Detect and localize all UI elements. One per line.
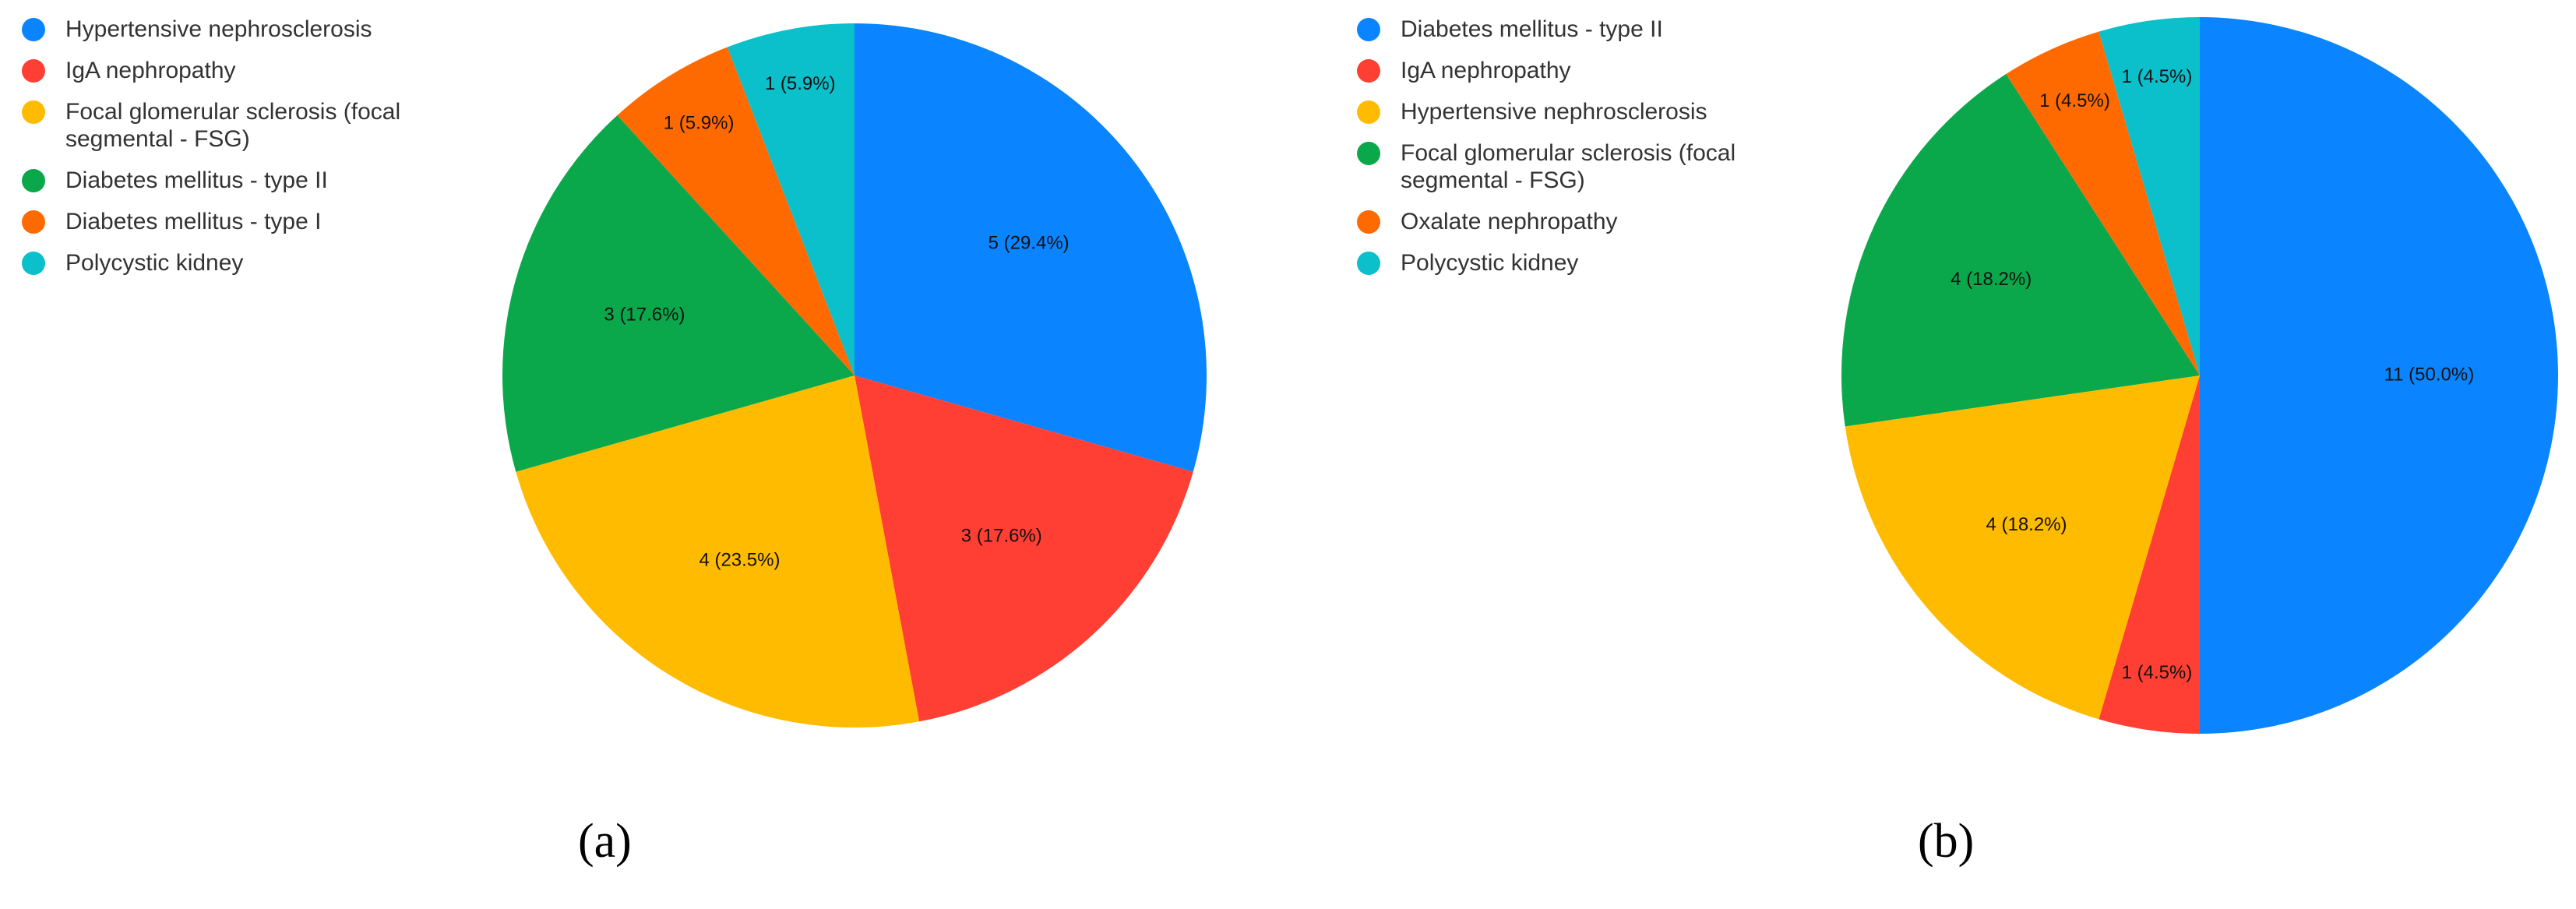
slice-data-label: 1 (5.9%) xyxy=(664,113,735,134)
slice-data-label: 11 (50.0%) xyxy=(2384,364,2475,385)
legend-item-polycystic-kidney: Polycystic kidney xyxy=(1357,249,1793,277)
chart-panel-b: Diabetes mellitus - type II IgA nephropat… xyxy=(1277,0,2576,909)
pie-slice-hypertensive-nephrosclerosis-b xyxy=(1845,375,2200,720)
legend-label: Hypertensive nephrosclerosis xyxy=(65,16,372,42)
legend-swatch xyxy=(1357,18,1380,41)
legend-item-diabetes-mellitus-type-ii: Diabetes mellitus - type II xyxy=(1357,16,1793,43)
pie-slice-diabetes-mellitus-type-i-a xyxy=(617,47,855,375)
pie-chart-a: 5 (29.4%) 3 (17.6%) 4 (23.5%) 3 (17.6%) 1 (5… xyxy=(502,23,1207,728)
legend-swatch xyxy=(22,59,45,83)
legend-label: Polycystic kidney xyxy=(65,250,244,276)
legend-item-iga-nephropathy: IgA nephropathy xyxy=(1357,57,1793,84)
pie-slice-iga-nephropathy-b xyxy=(2099,375,2200,734)
legend-label: Hypertensive nephrosclerosis xyxy=(1401,99,1707,125)
legend-item-iga-nephropathy: IgA nephropathy xyxy=(22,57,458,84)
legend-item-oxalate-nephropathy: Oxalate nephropathy xyxy=(1357,208,1793,235)
legend-swatch xyxy=(22,18,45,41)
pie-slice-focal-glomerular-sclerosis-focal-segmental-fsg-a xyxy=(516,375,920,728)
caption-b: (b) xyxy=(1918,815,1975,868)
legend-a: Hypertensive nephrosclerosis IgA nephropa… xyxy=(22,16,458,291)
pie-slice-diabetes-mellitus-type-ii-b xyxy=(2200,17,2558,734)
legend-swatch xyxy=(22,100,45,124)
legend-item-hypertensive-nephrosclerosis: Hypertensive nephrosclerosis xyxy=(1357,98,1793,125)
slice-data-label: 1 (4.5%) xyxy=(2122,662,2193,683)
pie-slice-oxalate-nephropathy-b xyxy=(2006,31,2200,375)
pie-slice-diabetes-mellitus-type-ii-a xyxy=(502,115,855,472)
legend-item-focal-glomerular-sclerosis-focal-segmental-fsg: Focal glomerular sclerosis (focal segmen… xyxy=(22,98,458,153)
legend-item-diabetes-mellitus-type-i: Diabetes mellitus - type I xyxy=(22,208,458,235)
legend-item-hypertensive-nephrosclerosis: Hypertensive nephrosclerosis xyxy=(22,16,458,43)
pie-chart-b: 11 (50.0%) 1 (4.5%) 4 (18.2%) 4 (18.2%) 1 (4… xyxy=(1841,17,2558,734)
slice-data-label: 5 (29.4%) xyxy=(988,232,1070,253)
legend-item-diabetes-mellitus-type-ii: Diabetes mellitus - type II xyxy=(22,167,458,194)
chart-panel-a: Hypertensive nephrosclerosis IgA nephropa… xyxy=(0,0,1277,909)
legend-item-polycystic-kidney: Polycystic kidney xyxy=(22,249,458,277)
legend-swatch xyxy=(1357,252,1380,275)
legend-swatch xyxy=(22,169,45,192)
slice-data-label: 4 (18.2%) xyxy=(1986,514,2067,535)
slice-data-label: 4 (18.2%) xyxy=(1951,269,2032,290)
caption-a: (a) xyxy=(578,815,632,868)
legend-swatch xyxy=(1357,100,1380,124)
pie-slice-polycystic-kidney-b xyxy=(2099,17,2200,375)
slice-data-label: 3 (17.6%) xyxy=(604,305,685,326)
legend-label: IgA nephropathy xyxy=(1401,58,1571,83)
legend-swatch xyxy=(22,252,45,275)
legend-swatch xyxy=(1357,142,1380,165)
slice-data-label: 4 (23.5%) xyxy=(699,550,780,571)
legend-label: Focal glomerular sclerosis (focal segmen… xyxy=(1401,140,1736,193)
slice-data-label: 1 (4.5%) xyxy=(2039,90,2110,111)
legend-label: Focal glomerular sclerosis (focal segmen… xyxy=(65,99,401,152)
legend-swatch xyxy=(1357,210,1380,234)
pie-slice-polycystic-kidney-a xyxy=(727,23,855,375)
legend-label: IgA nephropathy xyxy=(65,58,236,83)
slice-data-label: 1 (4.5%) xyxy=(2122,66,2193,87)
legend-label: Diabetes mellitus - type I xyxy=(65,209,322,234)
pie-slice-focal-glomerular-sclerosis-focal-segmental-fsg-b xyxy=(1841,74,2200,427)
legend-label: Diabetes mellitus - type II xyxy=(65,167,328,193)
legend-swatch xyxy=(22,210,45,234)
pie-slice-iga-nephropathy-a xyxy=(855,375,1193,722)
pie-slice-hypertensive-nephrosclerosis-a xyxy=(855,23,1207,472)
legend-b: Diabetes mellitus - type II IgA nephropat… xyxy=(1357,16,1793,291)
legend-swatch xyxy=(1357,59,1380,83)
legend-label: Polycystic kidney xyxy=(1401,250,1579,276)
legend-item-focal-glomerular-sclerosis-focal-segmental-fsg: Focal glomerular sclerosis (focal segmen… xyxy=(1357,139,1793,194)
slice-data-label: 3 (17.6%) xyxy=(961,525,1042,546)
slice-data-label: 1 (5.9%) xyxy=(765,73,836,94)
legend-label: Oxalate nephropathy xyxy=(1401,209,1618,234)
legend-label: Diabetes mellitus - type II xyxy=(1401,16,1663,42)
